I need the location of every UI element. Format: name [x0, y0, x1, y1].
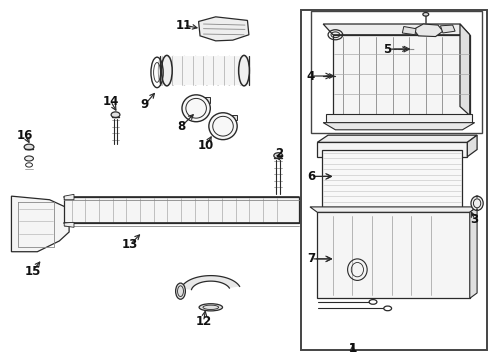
Text: 14: 14 [102, 95, 119, 108]
Polygon shape [181, 276, 240, 289]
Bar [311, 12, 482, 134]
Polygon shape [318, 212, 470, 298]
Polygon shape [470, 207, 477, 298]
Bar [200, 97, 210, 103]
Polygon shape [64, 197, 299, 223]
Ellipse shape [239, 55, 249, 86]
Polygon shape [333, 35, 470, 116]
Text: 13: 13 [122, 238, 138, 251]
Text: 5: 5 [383, 42, 391, 55]
Ellipse shape [24, 144, 34, 150]
Polygon shape [198, 17, 249, 41]
Polygon shape [11, 196, 69, 252]
Ellipse shape [274, 153, 283, 158]
Ellipse shape [471, 196, 483, 211]
Text: 2: 2 [275, 147, 283, 159]
Polygon shape [160, 56, 249, 85]
Text: 1: 1 [348, 342, 357, 355]
Polygon shape [460, 24, 470, 116]
Ellipse shape [24, 156, 33, 161]
Ellipse shape [384, 306, 392, 311]
Polygon shape [323, 24, 470, 35]
Ellipse shape [182, 95, 210, 122]
Polygon shape [64, 194, 74, 200]
Ellipse shape [161, 55, 172, 86]
Text: 11: 11 [176, 19, 192, 32]
Ellipse shape [199, 304, 222, 311]
Polygon shape [326, 114, 472, 123]
Text: 15: 15 [24, 265, 41, 278]
Text: 8: 8 [177, 120, 186, 133]
Polygon shape [322, 149, 463, 209]
Polygon shape [467, 135, 477, 157]
Polygon shape [318, 135, 477, 142]
Polygon shape [441, 25, 455, 33]
Ellipse shape [369, 300, 377, 304]
Ellipse shape [111, 112, 120, 118]
Bar [301, 10, 487, 350]
Polygon shape [323, 123, 475, 130]
Ellipse shape [175, 283, 185, 299]
Text: 16: 16 [17, 129, 33, 142]
Ellipse shape [209, 113, 237, 140]
Polygon shape [414, 24, 443, 37]
Text: 12: 12 [196, 315, 212, 328]
Text: 4: 4 [307, 69, 315, 82]
Text: 7: 7 [307, 252, 315, 265]
Polygon shape [402, 27, 416, 35]
Polygon shape [64, 222, 74, 227]
Text: 10: 10 [198, 139, 214, 152]
Text: 1: 1 [348, 342, 357, 355]
Bar [227, 115, 237, 121]
Text: 6: 6 [307, 170, 315, 183]
Text: 9: 9 [141, 98, 149, 111]
Polygon shape [318, 142, 467, 157]
Polygon shape [310, 207, 477, 212]
Text: 3: 3 [470, 213, 479, 226]
Ellipse shape [423, 13, 429, 16]
